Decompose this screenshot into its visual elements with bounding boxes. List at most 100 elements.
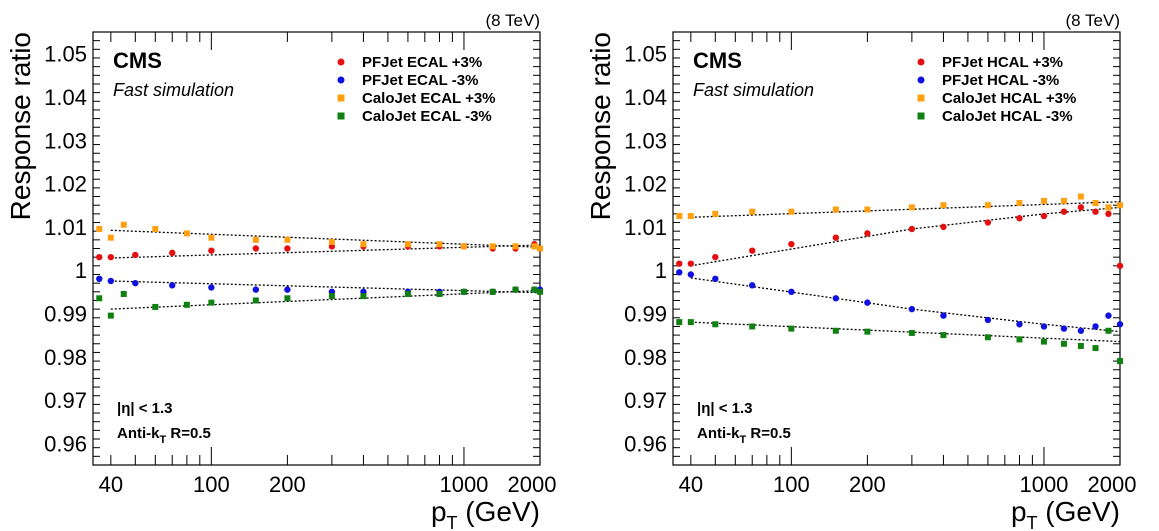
data-point [152, 226, 159, 233]
data-point [1092, 323, 1099, 330]
legend-label: PFJet HCAL -3% [942, 72, 1059, 89]
data-point [749, 208, 756, 215]
algo-annotation-sub: T [740, 434, 747, 446]
data-point [404, 241, 411, 248]
data-point [284, 245, 291, 252]
legend-marker [917, 112, 925, 120]
y-tick-label: 1.05 [44, 42, 87, 67]
y-tick-label: 0.96 [624, 431, 667, 456]
data-point [183, 301, 190, 308]
data-point [832, 206, 839, 213]
data-point [1092, 345, 1099, 352]
data-point [531, 286, 538, 293]
legend-label: CaloJet ECAL +3% [362, 90, 496, 107]
data-point [489, 288, 496, 295]
legend-label: PFJet ECAL +3% [362, 54, 482, 71]
data-point [864, 206, 871, 213]
data-point [749, 323, 756, 330]
fit-curve-2 [690, 277, 1121, 333]
y-tick-label: 0.98 [624, 345, 667, 370]
y-tick-label: 0.99 [44, 301, 87, 326]
series-3 [676, 193, 1123, 220]
algo-annotation: Anti-kT R=0.5 [697, 425, 791, 446]
data-point [788, 288, 795, 295]
data-point [107, 312, 114, 319]
series-3 [96, 221, 543, 252]
data-point [169, 282, 176, 289]
data-point [908, 305, 916, 313]
data-point [132, 279, 139, 287]
y-tick-label: 1.02 [44, 172, 87, 197]
x-axis-title: pT (GeV) [431, 496, 540, 531]
data-point [788, 240, 795, 248]
data-point [252, 245, 260, 252]
series-1 [96, 240, 544, 261]
y-tick-label: 1 [75, 258, 87, 283]
data-point [183, 230, 190, 237]
data-point [489, 243, 496, 250]
legend-marker [337, 76, 345, 84]
data-point [96, 253, 103, 261]
data-point [1117, 202, 1123, 209]
data-point [712, 321, 719, 328]
data-point [96, 275, 103, 283]
data-point [208, 234, 215, 241]
data-point [940, 223, 947, 231]
data-point [1117, 358, 1123, 365]
x-axis-title-sub: T [447, 513, 458, 531]
data-point [712, 275, 719, 283]
data-point [107, 277, 115, 285]
data-point [1105, 204, 1112, 211]
data-point [360, 241, 367, 248]
data-point [1077, 193, 1084, 200]
data-point [1060, 325, 1068, 332]
fit-curve-3 [690, 201, 1121, 218]
chart-panel-2: (8 TeV) 0.96 0.97 0.98 0.99 1 1.01 1.02 1.03 1.04… [585, 11, 1136, 531]
data-point [1116, 321, 1124, 328]
x-tick-label: 1000 [439, 472, 488, 497]
x-tick-label: 200 [849, 472, 886, 497]
data-point [1016, 336, 1023, 343]
data-point [749, 247, 756, 254]
data-point [208, 299, 215, 306]
eta-annotation: |η| < 1.3 [697, 400, 753, 417]
data-point [512, 243, 519, 250]
data-point [284, 236, 291, 243]
data-point [96, 226, 103, 233]
data-point [107, 253, 115, 261]
data-point [512, 286, 519, 293]
data-point [864, 230, 871, 237]
data-point [676, 213, 683, 220]
data-point [328, 239, 335, 246]
data-point [252, 286, 260, 293]
y-axis-title: Response ratio [585, 32, 616, 220]
x-axis-title-unit: (GeV) [1038, 496, 1120, 527]
data-point [1016, 321, 1023, 328]
series-1 [676, 204, 1124, 270]
data-point [1105, 312, 1112, 319]
legend-marker [337, 58, 345, 66]
data-point [252, 236, 259, 243]
data-point [676, 319, 683, 326]
series-4 [676, 319, 1123, 365]
algo-annotation-main: Anti-k [117, 425, 160, 442]
fit-curve-4 [110, 289, 541, 310]
series-2 [676, 269, 1124, 334]
data-point [537, 288, 543, 295]
data-point [676, 260, 683, 267]
data-point [864, 328, 871, 335]
y-tick-label: 1.05 [624, 42, 667, 67]
legend-label: CaloJet ECAL -3% [362, 108, 492, 125]
legend-marker [917, 58, 925, 66]
y-tick-label: 1.03 [44, 128, 87, 153]
data-point [940, 312, 947, 319]
data-point [460, 288, 467, 295]
y-tick-label: 1 [655, 258, 667, 283]
data-point [328, 293, 335, 300]
data-point [1060, 208, 1068, 215]
x-axis-title-sub: T [1027, 513, 1038, 531]
data-point [788, 208, 795, 215]
data-point [1016, 214, 1023, 222]
legend-label: PFJet ECAL -3% [362, 72, 478, 89]
